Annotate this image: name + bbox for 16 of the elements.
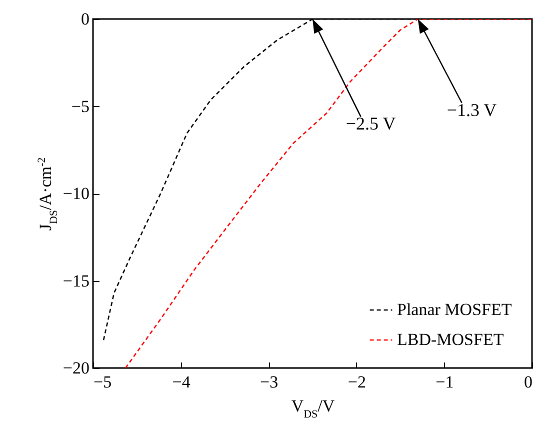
x-tick-label: −4 [172,372,191,392]
legend-label: Planar MOSFET [397,300,512,319]
y-tick-label: −15 [62,271,90,290]
x-tick-label: −3 [260,372,278,392]
x-axis-title: V$_{DS}$/V [291,396,336,420]
x-tick-label: −5 [94,372,112,392]
x-tick-label: 0 [524,372,532,392]
annotation: −1.3 V [446,100,497,120]
x-tick-label: −2 [348,372,366,392]
annotation: −2.5 V [346,114,396,134]
legend-label: LBD-MOSFET [397,330,504,349]
x-tick-label: −1 [436,372,454,392]
y-tick-label: −20 [62,358,90,378]
y-tick-label: −10 [62,184,90,203]
y-tick-label: 0 [81,10,90,28]
y-tick-label: −5 [71,96,90,116]
